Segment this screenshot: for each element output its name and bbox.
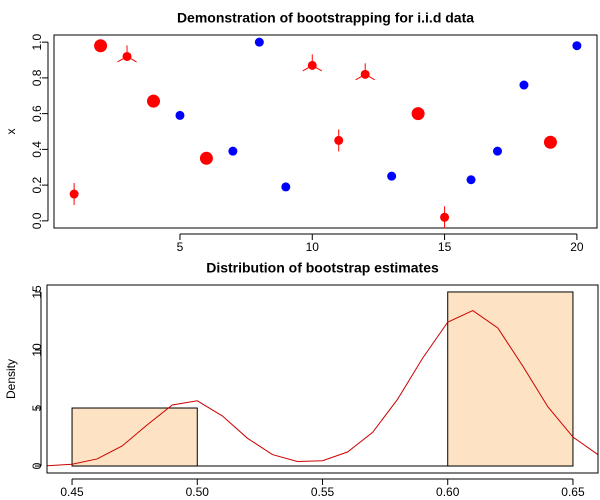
petal [355,73,366,81]
point [519,80,529,90]
point [411,107,425,121]
histogram-bar [71,407,198,467]
y-tick-label: 0 [30,462,44,469]
y-tick-label: 0.0 [30,212,44,229]
y-tick-label: 0.6 [30,105,44,122]
y-tick-label: 10 [30,343,44,357]
point [543,135,557,149]
petal [126,56,137,63]
x-tick-label: 20 [570,240,584,254]
x-tick-label: 0.60 [436,485,460,499]
point [572,41,582,51]
point [94,39,108,53]
histogram-bar [447,291,574,467]
point [466,175,476,185]
x-tick-label: 5 [177,240,184,254]
point [175,110,185,120]
chart-title: Distribution of bootstrap estimates [206,260,439,276]
y-axis-label: Density [4,359,18,399]
plot-box [53,34,598,229]
petal [312,64,323,72]
point [493,146,503,156]
y-tick-label: 5 [30,404,44,411]
chart-title: Demonstration of bootstrapping for i.i.d… [177,10,474,26]
petal [117,56,128,63]
point [228,146,238,156]
x-tick-label: 0.50 [186,485,210,499]
y-axis-label: x [4,129,18,135]
y-tick-label: 0.2 [30,176,44,193]
x-tick-label: 0.45 [60,485,84,499]
x-tick-label: 0.55 [311,485,335,499]
y-tick-label: 1.0 [30,33,44,50]
petal [364,73,375,81]
point [146,94,160,108]
y-tick-label: 15 [30,285,44,299]
y-tick-label: 0.4 [30,141,44,158]
point [281,182,291,192]
point [199,151,213,165]
point [387,171,397,181]
x-tick-label: 0.65 [561,485,585,499]
petal [302,64,313,72]
plot-box [46,284,599,474]
x-tick-label: 15 [438,240,452,254]
point [254,37,264,47]
x-tick-label: 10 [306,240,320,254]
density-curve [46,309,599,467]
y-tick-label: 0.8 [30,69,44,86]
